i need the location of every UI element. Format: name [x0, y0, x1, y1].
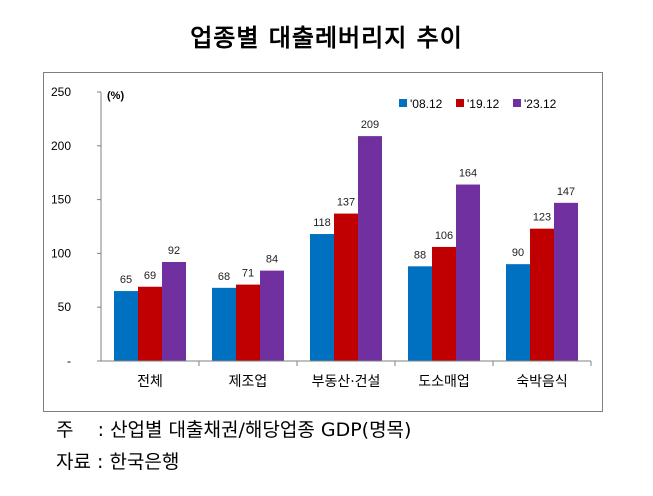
bar — [334, 213, 358, 361]
bar — [138, 286, 162, 361]
bar — [162, 262, 186, 361]
legend-swatch — [399, 99, 407, 107]
y-tick-label: 200 — [51, 139, 71, 153]
bar — [432, 246, 456, 361]
bar — [236, 284, 260, 361]
bar-value-label: 88 — [414, 249, 426, 261]
chart-title: 업종별 대출레버리지 추이 — [190, 24, 463, 52]
footnote: 주 : 산업별 대출채권/해당업종 GDP(명목) — [56, 419, 412, 441]
x-tick-label: 부동산·건설 — [312, 374, 381, 390]
bar-value-label: 106 — [435, 230, 453, 242]
bar — [408, 266, 432, 361]
bar — [456, 184, 480, 361]
legend-label: '08.12 — [410, 97, 443, 111]
bar-value-label: 123 — [533, 212, 551, 224]
x-tick-label: 제조업 — [229, 374, 268, 390]
bar — [260, 270, 284, 361]
y-tick-label: 50 — [58, 300, 72, 314]
bar-value-label: 84 — [266, 254, 278, 266]
bar — [212, 287, 236, 361]
bar-value-label: 137 — [337, 197, 355, 209]
bar-value-label: 69 — [144, 270, 156, 282]
bar — [310, 234, 334, 361]
bar-value-label: 118 — [313, 217, 331, 229]
y-unit-label: (%) — [107, 90, 124, 102]
bar-chart: 250 200 150 100 50 - 65 69 92 68 71 84 118 137 209 88 1… — [43, 72, 603, 412]
bar-value-label: 90 — [512, 247, 524, 259]
x-tick-label: 숙박음식 — [516, 374, 568, 390]
legend-swatch — [513, 99, 521, 107]
bar — [554, 202, 578, 361]
legend-swatch — [456, 99, 464, 107]
bar-value-label: 147 — [557, 186, 575, 198]
bar-value-label: 92 — [168, 245, 180, 257]
bar — [530, 228, 554, 361]
y-tick-label: - — [67, 354, 71, 368]
bar-value-label: 68 — [218, 271, 230, 283]
bar — [358, 136, 382, 361]
bar — [506, 264, 530, 361]
legend-label: '23.12 — [524, 97, 557, 111]
legend-label: '19.12 — [467, 97, 500, 111]
x-tick-label: 전체 — [137, 374, 163, 390]
bar-value-label: 209 — [361, 119, 379, 131]
y-tick-label: 100 — [51, 246, 71, 260]
x-tick-label: 도소매업 — [418, 374, 470, 390]
bar — [114, 291, 138, 361]
bar-value-label: 65 — [120, 274, 132, 286]
bar-value-label: 164 — [459, 168, 477, 180]
bar-value-label: 71 — [242, 268, 254, 280]
source-note: 자료 : 한국은행 — [56, 451, 180, 473]
y-tick-label: 250 — [51, 85, 71, 99]
y-tick-label: 150 — [51, 193, 71, 207]
chart-border — [43, 72, 603, 412]
